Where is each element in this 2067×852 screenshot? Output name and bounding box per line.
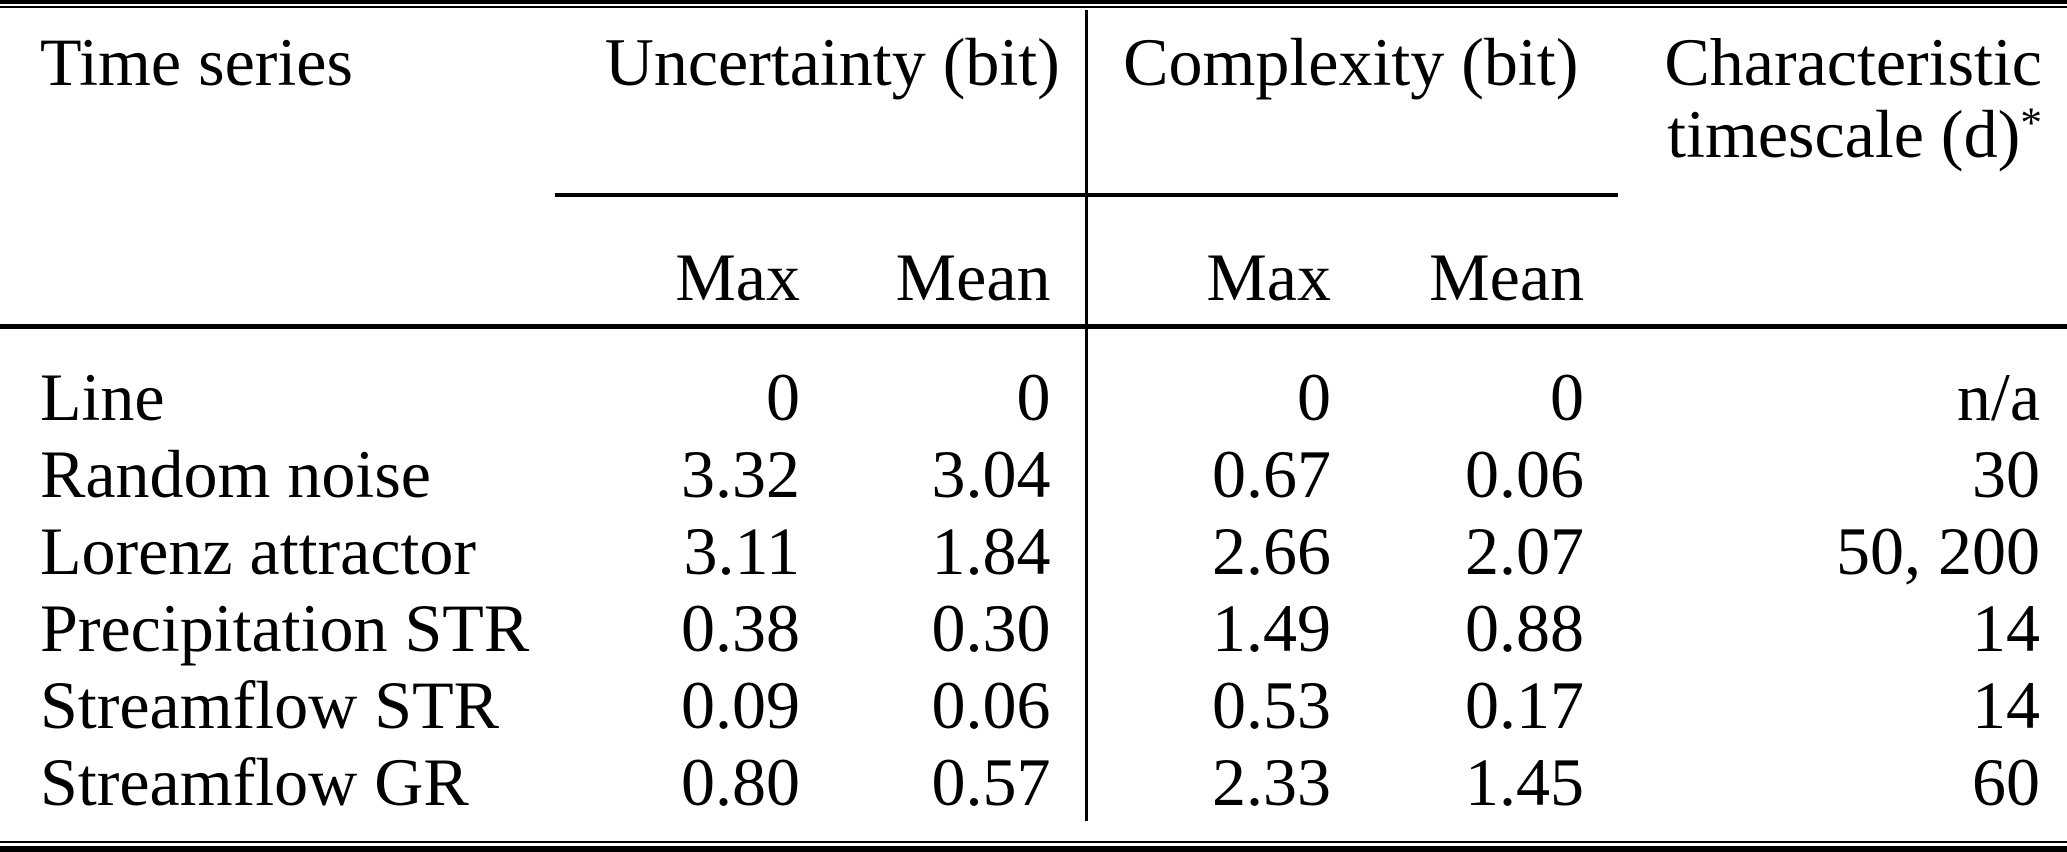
cell-uncertainty-max: 3.11 (683, 513, 800, 589)
table-row-precipitation-str: Precipitation STR 0.38 0.30 1.49 0.88 14 (0, 590, 2067, 667)
cell-time-series: Streamflow STR (40, 667, 499, 743)
cell-complexity-mean: 2.07 (1465, 513, 1584, 589)
cell-complexity-max: 1.49 (1084, 590, 1331, 667)
cell-complexity-mean: 0 (1550, 359, 1584, 435)
table-row-streamflow-str: Streamflow STR 0.09 0.06 0.53 0.17 14 (0, 667, 2067, 744)
subheader-uncertainty-max: Max (675, 238, 800, 315)
bottom-rule-thick (0, 846, 2067, 852)
characteristic-line1: Characteristic (1664, 24, 2042, 100)
table-row-streamflow-gr: Streamflow GR 0.80 0.57 2.33 1.45 60 (0, 744, 2067, 821)
col-header-characteristic-timescale: Characteristic timescale (d)* (1584, 10, 2067, 345)
top-rule-thin (0, 6, 2067, 8)
cell-uncertainty-max: 0.38 (681, 590, 800, 666)
header-body-separator-rule (0, 324, 2067, 329)
cell-complexity-mean: 1.45 (1465, 744, 1584, 820)
cell-complexity-max: 0 (1084, 345, 1331, 436)
cell-uncertainty-max: 0.09 (681, 667, 800, 743)
characteristic-line2: timescale (d) (1667, 96, 2021, 172)
table-row-lorenz-attractor: Lorenz attractor 3.11 1.84 2.66 2.07 50,… (0, 513, 2067, 590)
subheader-span-rule (555, 193, 1618, 197)
cell-uncertainty-mean: 0.30 (931, 590, 1051, 666)
header-row-subcolumns: Max Mean Max Mean (0, 209, 2067, 345)
header-row-groups: Time series Uncertainty (bit) Complexity… (0, 10, 2067, 209)
cell-uncertainty-max: 3.32 (681, 436, 800, 512)
cell-time-series: Lorenz attractor (40, 513, 477, 589)
results-table: Time series Uncertainty (bit) Complexity… (0, 10, 2067, 821)
cell-complexity-mean: 0.06 (1465, 436, 1584, 512)
cell-time-series: Streamflow GR (40, 744, 469, 820)
col-group-complexity: Complexity (bit) (1084, 10, 1584, 209)
cell-timescale: 60 (1972, 744, 2040, 820)
cell-timescale: 30 (1972, 436, 2040, 512)
subheader-uncertainty-mean: Mean (895, 238, 1051, 315)
subheader-complexity-mean: Mean (1429, 238, 1584, 315)
cell-uncertainty-max: 0.80 (681, 744, 800, 820)
cell-timescale: 14 (1972, 667, 2040, 743)
cell-uncertainty-max: 0 (766, 359, 800, 435)
cell-timescale: 50, 200 (1836, 513, 2040, 589)
cell-time-series: Precipitation STR (40, 590, 530, 666)
bottom-rule-thin (0, 841, 2067, 843)
table-row-line: Line 0 0 0 0 n/a (0, 345, 2067, 436)
cell-time-series: Random noise (40, 436, 431, 512)
cell-timescale: 14 (1972, 590, 2040, 666)
col-header-time-series: Time series (40, 24, 353, 100)
cell-uncertainty-mean: 3.04 (931, 436, 1051, 512)
cell-complexity-mean: 0.88 (1465, 590, 1584, 666)
subheader-complexity-max: Max (1084, 209, 1331, 345)
cell-complexity-max: 0.53 (1084, 667, 1331, 744)
top-rule-thick (0, 0, 2067, 4)
cell-uncertainty-mean: 0.06 (931, 667, 1051, 743)
col-group-uncertainty: Uncertainty (bit) (604, 24, 1060, 100)
cell-uncertainty-mean: 0 (1016, 359, 1051, 435)
cell-complexity-mean: 0.17 (1465, 667, 1584, 743)
cell-complexity-max: 2.66 (1084, 513, 1331, 590)
cell-uncertainty-mean: 0.57 (931, 744, 1051, 820)
cell-complexity-max: 2.33 (1084, 744, 1331, 821)
cell-timescale: n/a (1956, 359, 2040, 435)
table-row-random-noise: Random noise 3.32 3.04 0.67 0.06 30 (0, 436, 2067, 513)
cell-uncertainty-mean: 1.84 (931, 513, 1051, 589)
cell-time-series: Line (40, 359, 165, 435)
footnote-asterisk: * (2020, 99, 2042, 148)
cell-complexity-max: 0.67 (1084, 436, 1331, 513)
